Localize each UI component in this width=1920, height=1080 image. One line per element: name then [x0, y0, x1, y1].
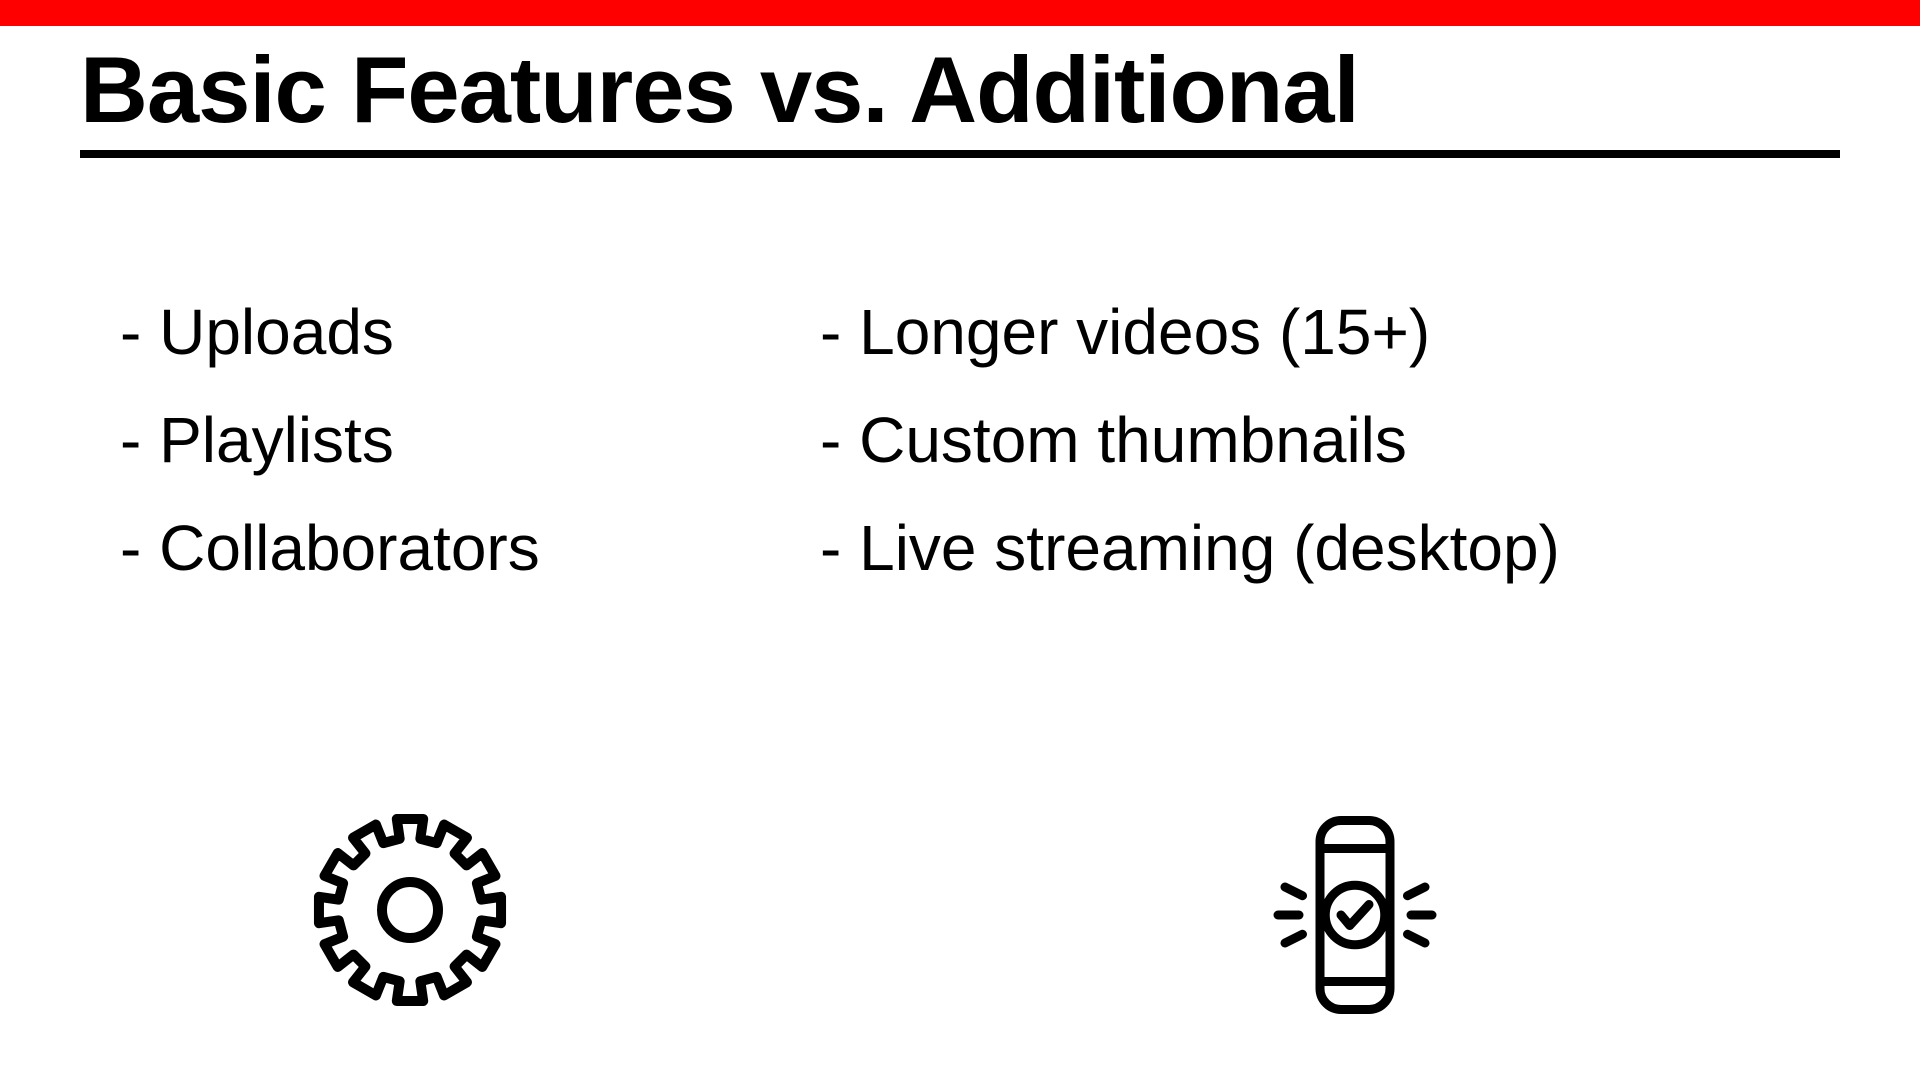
list-item: - Collaborators: [120, 494, 820, 602]
list-item: - Playlists: [120, 386, 820, 494]
bullet: -: [120, 512, 159, 584]
additional-features-column: - Longer videos (15+) - Custom thumbnail…: [820, 278, 1840, 602]
gear-icon: [310, 810, 510, 1010]
basic-features-column: - Uploads - Playlists - Collaborators: [120, 278, 820, 602]
list-item-label: Playlists: [159, 404, 394, 476]
list-item: - Live streaming (desktop): [820, 494, 1840, 602]
list-item-label: Longer videos (15+): [859, 296, 1430, 368]
top-accent-bar: [0, 0, 1920, 26]
bullet: -: [120, 404, 159, 476]
list-item: - Custom thumbnails: [820, 386, 1840, 494]
list-item: - Longer videos (15+): [820, 278, 1840, 386]
list-item-label: Custom thumbnails: [859, 404, 1407, 476]
bullet: -: [820, 296, 859, 368]
feature-columns: - Uploads - Playlists - Collaborators - …: [0, 278, 1920, 602]
page-title: Basic Features vs. Additional: [80, 36, 1840, 144]
bullet: -: [820, 512, 859, 584]
list-item-label: Live streaming (desktop): [859, 512, 1560, 584]
icons-row: [0, 810, 1920, 1030]
list-item: - Uploads: [120, 278, 820, 386]
phone-verified-icon: [1250, 810, 1460, 1020]
bullet: -: [820, 404, 859, 476]
list-item-label: Uploads: [159, 296, 394, 368]
list-item-label: Collaborators: [159, 512, 540, 584]
bullet: -: [120, 296, 159, 368]
title-container: Basic Features vs. Additional: [80, 36, 1840, 158]
